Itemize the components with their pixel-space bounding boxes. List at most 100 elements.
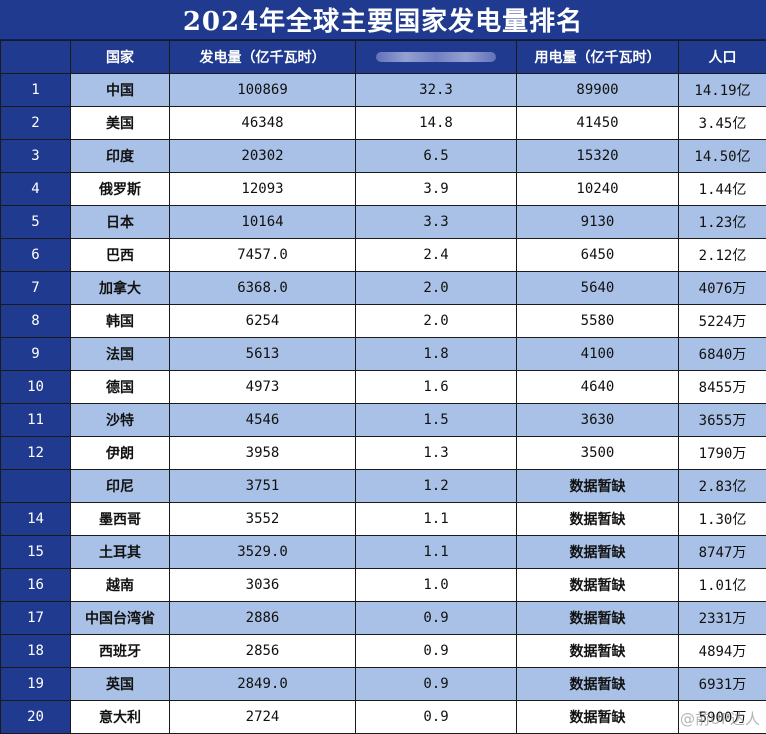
header-share-blurred [356, 41, 517, 74]
country-cell: 中国台湾省 [71, 602, 170, 635]
country-cell: 土耳其 [71, 536, 170, 569]
share-cell: 1.1 [356, 503, 517, 536]
country-cell: 西班牙 [71, 635, 170, 668]
generation-cell: 2886 [170, 602, 356, 635]
generation-cell: 20302 [170, 140, 356, 173]
header-consumption: 用电量（亿千瓦时） [517, 41, 679, 74]
generation-cell: 5613 [170, 338, 356, 371]
consumption-cell: 4640 [517, 371, 679, 404]
country-cell: 印度 [71, 140, 170, 173]
share-cell: 0.9 [356, 668, 517, 701]
population-cell: 5900万 [679, 701, 766, 734]
consumption-cell: 15320 [517, 140, 679, 173]
share-cell: 1.8 [356, 338, 517, 371]
share-cell: 1.0 [356, 569, 517, 602]
header-generation: 发电量（亿千瓦时） [170, 41, 356, 74]
consumption-cell: 数据暂缺 [517, 602, 679, 635]
country-cell: 伊朗 [71, 437, 170, 470]
population-cell: 2.12亿 [679, 239, 766, 272]
population-cell: 2.83亿 [679, 470, 766, 503]
country-cell: 美国 [71, 107, 170, 140]
consumption-cell: 数据暂缺 [517, 635, 679, 668]
rank-cell: 7 [1, 272, 71, 305]
country-cell: 巴西 [71, 239, 170, 272]
generation-cell: 2724 [170, 701, 356, 734]
generation-cell: 3036 [170, 569, 356, 602]
consumption-cell: 数据暂缺 [517, 470, 679, 503]
generation-cell: 6254 [170, 305, 356, 338]
population-cell: 8747万 [679, 536, 766, 569]
consumption-cell: 3500 [517, 437, 679, 470]
consumption-cell: 5640 [517, 272, 679, 305]
page-title: 2024年全球主要国家发电量排名 [0, 0, 766, 40]
share-cell: 3.3 [356, 206, 517, 239]
population-cell: 14.50亿 [679, 140, 766, 173]
population-cell: 8455万 [679, 371, 766, 404]
rank-cell: 10 [1, 371, 71, 404]
population-cell: 3.45亿 [679, 107, 766, 140]
share-cell: 3.9 [356, 173, 517, 206]
rank-cell: 19 [1, 668, 71, 701]
generation-cell: 7457.0 [170, 239, 356, 272]
generation-cell: 12093 [170, 173, 356, 206]
header-population: 人口 [679, 41, 766, 74]
population-cell: 1.44亿 [679, 173, 766, 206]
consumption-cell: 41450 [517, 107, 679, 140]
generation-cell: 3958 [170, 437, 356, 470]
population-cell: 1.01亿 [679, 569, 766, 602]
country-cell: 印尼 [71, 470, 170, 503]
country-cell: 日本 [71, 206, 170, 239]
consumption-cell: 数据暂缺 [517, 569, 679, 602]
share-cell: 1.3 [356, 437, 517, 470]
consumption-cell: 4100 [517, 338, 679, 371]
population-cell: 4076万 [679, 272, 766, 305]
table-header-row: 国家 发电量（亿千瓦时） 用电量（亿千瓦时） 人口 [1, 41, 766, 74]
rank-cell: 11 [1, 404, 71, 437]
population-cell: 14.19亿 [679, 74, 766, 107]
rank-cell: 20 [1, 701, 71, 734]
consumption-cell: 3630 [517, 404, 679, 437]
blurred-text [376, 52, 496, 62]
generation-cell: 6368.0 [170, 272, 356, 305]
population-cell: 1790万 [679, 437, 766, 470]
country-cell: 沙特 [71, 404, 170, 437]
generation-cell: 2849.0 [170, 668, 356, 701]
rank-cell: 15 [1, 536, 71, 569]
consumption-cell: 10240 [517, 173, 679, 206]
consumption-cell: 数据暂缺 [517, 668, 679, 701]
population-cell: 4894万 [679, 635, 766, 668]
country-cell: 墨西哥 [71, 503, 170, 536]
share-cell: 1.5 [356, 404, 517, 437]
country-cell: 加拿大 [71, 272, 170, 305]
country-cell: 韩国 [71, 305, 170, 338]
share-cell: 0.9 [356, 635, 517, 668]
consumption-cell: 6450 [517, 239, 679, 272]
population-cell: 6840万 [679, 338, 766, 371]
share-cell: 0.9 [356, 701, 517, 734]
generation-cell: 10164 [170, 206, 356, 239]
rank-cell: 9 [1, 338, 71, 371]
rank-cell: 12 [1, 437, 71, 470]
rank-cell: 6 [1, 239, 71, 272]
rank-cell: 16 [1, 569, 71, 602]
share-cell: 1.2 [356, 470, 517, 503]
consumption-cell: 89900 [517, 74, 679, 107]
country-cell: 越南 [71, 569, 170, 602]
rank-cell [1, 470, 71, 503]
